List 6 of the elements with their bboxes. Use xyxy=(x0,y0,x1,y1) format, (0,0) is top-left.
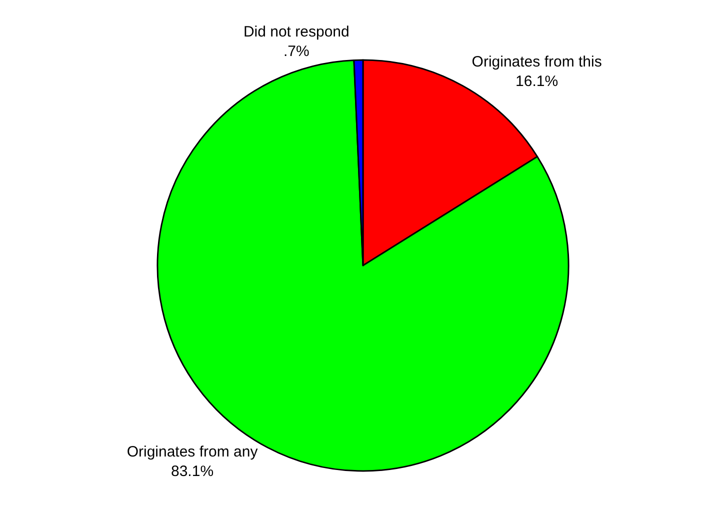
data-label: 16.1% xyxy=(516,73,558,90)
slice-label: Originates from this xyxy=(472,54,602,71)
slice-label: Originates from any xyxy=(126,443,258,460)
data-label: .7% xyxy=(283,43,310,60)
slice-label: Did not respond xyxy=(243,24,350,41)
data-label: 83.1% xyxy=(170,462,214,480)
